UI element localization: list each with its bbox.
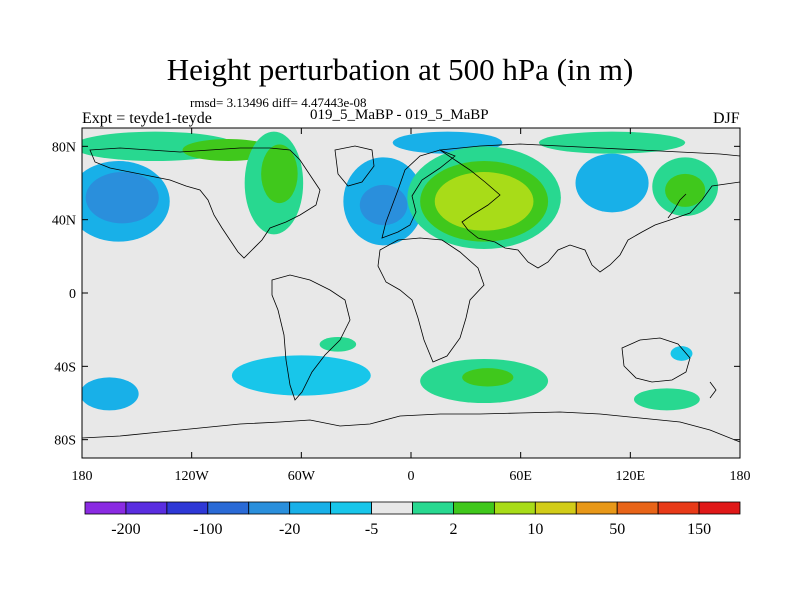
x-tick-label-6: 180 — [730, 469, 751, 484]
x-tick-label-3: 0 — [408, 469, 415, 484]
y-tick-label-1: 40N — [52, 214, 76, 229]
colorbar-swatch-2 — [166, 501, 209, 515]
colorbar-label-1: -100 — [193, 521, 222, 538]
experiment-label: Expt = teyde1-teyde — [82, 110, 212, 127]
y-tick-label-4: 80S — [54, 434, 76, 449]
colorbar-swatch-13 — [616, 501, 659, 515]
colorbar-label-4: 2 — [449, 521, 457, 538]
contour-blob-16 — [231, 355, 371, 396]
colorbar-label-3: -5 — [365, 521, 378, 538]
y-tick-label-0: 80N — [52, 140, 76, 155]
colorbar-swatch-9 — [453, 501, 495, 515]
x-tick-label-1: 120W — [175, 469, 210, 484]
colorbar-swatch-0 — [84, 501, 127, 515]
new-zealand-coastline — [709, 381, 717, 399]
colorbar: -200 -100 -20 -5 2 10 50 150 — [84, 501, 741, 538]
colorbar-label-2: -20 — [279, 521, 300, 538]
colorbar-swatch-12 — [575, 501, 618, 515]
contour-blob-20 — [633, 388, 700, 411]
contour-fill-layer — [82, 131, 719, 411]
antarctica-coastline — [82, 411, 740, 443]
contour-blob-5 — [85, 172, 159, 224]
x-axis: 180 120W 60W 0 60E 120E 180 — [72, 128, 751, 484]
colorbar-swatch-1 — [125, 501, 168, 515]
colorbar-label-5: 10 — [527, 521, 543, 538]
colorbar-swatch-15 — [698, 501, 741, 515]
japan-coastline — [667, 193, 687, 219]
contour-blob-13 — [575, 153, 649, 213]
north-america-coastline — [89, 147, 321, 259]
chart-title: Height perturbation at 500 hPa (in m) — [166, 52, 634, 87]
contour-blob-9 — [359, 184, 408, 226]
contour-blob-3 — [538, 131, 686, 154]
colorbar-swatch-3 — [207, 501, 250, 515]
y-axis: 80N 40N 0 40S 80S — [52, 140, 740, 449]
contour-blob-12 — [434, 172, 534, 231]
colorbar-label-0: -200 — [111, 521, 140, 538]
south-america-coastline — [271, 274, 351, 401]
colorbar-swatch-7 — [371, 501, 413, 515]
contour-blob-21 — [670, 346, 693, 361]
colorbar-label-7: 150 — [687, 521, 711, 538]
x-tick-label-5: 120E — [616, 469, 646, 484]
contour-blob-7 — [261, 144, 298, 204]
y-tick-label-3: 40S — [54, 360, 76, 375]
season-label: DJF — [713, 110, 740, 127]
x-tick-label-2: 60W — [288, 469, 316, 484]
colorbar-swatch-11 — [534, 501, 577, 515]
run-label: 019_5_MaBP - 019_5_MaBP — [310, 107, 489, 123]
contour-blob-18 — [462, 368, 514, 387]
contour-blob-22 — [319, 337, 357, 352]
africa-coastline — [377, 237, 485, 363]
greenland-coastline — [334, 145, 375, 187]
colorbar-swatch-10 — [493, 501, 536, 515]
stats-label: rmsd= 3.13496 diff= 4.47443e-08 — [190, 95, 367, 110]
asia-coastline — [438, 143, 740, 273]
colorbar-label-6: 50 — [609, 521, 625, 538]
australia-coastline — [621, 337, 691, 383]
colorbar-swatch-5 — [289, 501, 332, 515]
europe-coastline — [381, 149, 456, 239]
colorbar-swatch-6 — [330, 501, 372, 515]
contour-blob-15 — [665, 173, 706, 207]
y-tick-label-2: 0 — [69, 287, 76, 302]
colorbar-swatch-4 — [248, 501, 291, 515]
x-tick-label-4: 60E — [509, 469, 532, 484]
colorbar-swatch-14 — [657, 501, 700, 515]
coastline-layer — [82, 143, 740, 443]
colorbar-swatch-8 — [412, 501, 454, 515]
contour-blob-19 — [82, 377, 139, 411]
x-tick-label-0: 180 — [72, 469, 93, 484]
